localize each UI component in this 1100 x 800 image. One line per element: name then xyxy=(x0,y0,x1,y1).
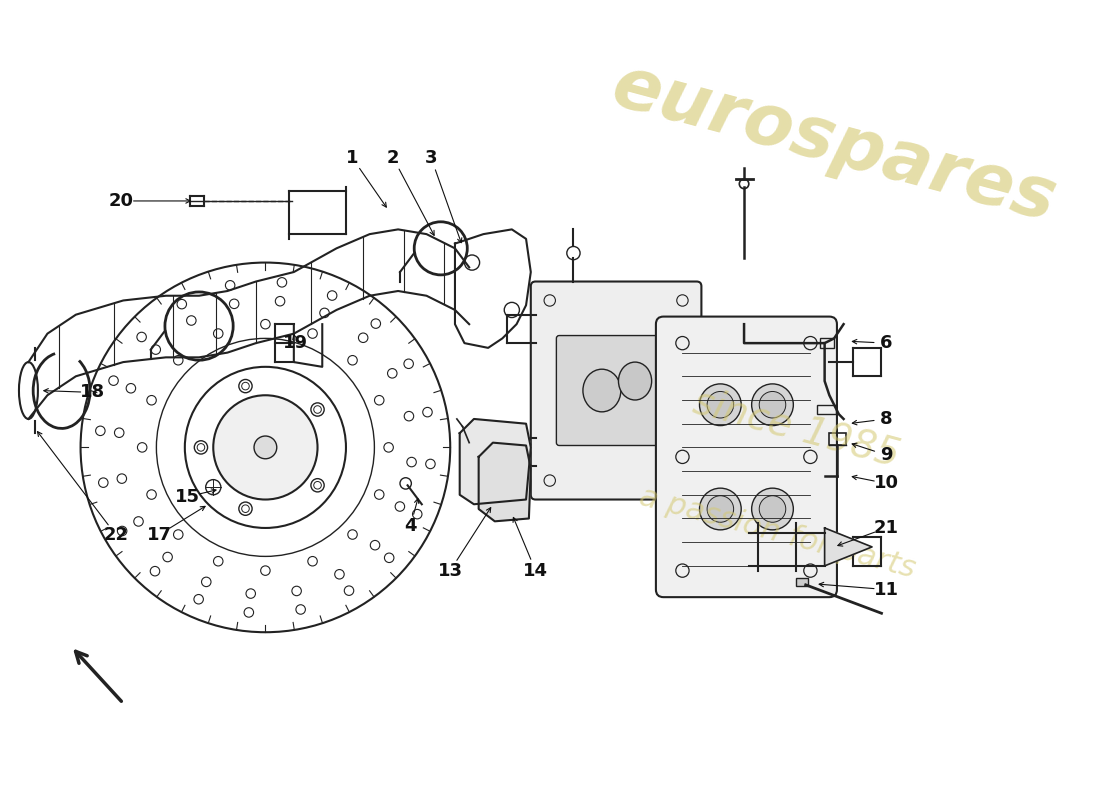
Circle shape xyxy=(213,395,318,499)
Text: 6: 6 xyxy=(880,334,892,352)
Text: 2: 2 xyxy=(387,150,399,167)
Circle shape xyxy=(707,391,734,418)
Text: a passion for parts: a passion for parts xyxy=(636,482,918,583)
FancyBboxPatch shape xyxy=(796,578,807,586)
Text: 15: 15 xyxy=(175,488,200,506)
Ellipse shape xyxy=(618,362,651,400)
Ellipse shape xyxy=(583,369,620,412)
FancyBboxPatch shape xyxy=(656,317,837,597)
Text: 11: 11 xyxy=(873,581,899,598)
Text: 21: 21 xyxy=(873,519,899,537)
Polygon shape xyxy=(460,419,531,504)
Circle shape xyxy=(700,488,741,530)
Text: 9: 9 xyxy=(880,446,892,464)
Circle shape xyxy=(707,496,734,522)
Text: 4: 4 xyxy=(404,517,417,535)
Polygon shape xyxy=(478,442,531,522)
Text: 8: 8 xyxy=(880,410,892,428)
Text: eurospares: eurospares xyxy=(605,52,1064,237)
Circle shape xyxy=(759,391,785,418)
Circle shape xyxy=(751,488,793,530)
Text: 14: 14 xyxy=(522,562,548,580)
Circle shape xyxy=(751,384,793,426)
Text: 17: 17 xyxy=(146,526,172,543)
Circle shape xyxy=(700,384,741,426)
Circle shape xyxy=(254,436,277,458)
FancyBboxPatch shape xyxy=(531,282,702,499)
Text: since 1985: since 1985 xyxy=(689,382,903,474)
FancyBboxPatch shape xyxy=(557,335,675,446)
Text: 10: 10 xyxy=(873,474,899,493)
Text: 3: 3 xyxy=(425,150,438,167)
Text: 22: 22 xyxy=(103,526,128,543)
Text: 19: 19 xyxy=(283,334,308,352)
Text: 13: 13 xyxy=(438,562,463,580)
Circle shape xyxy=(759,496,785,522)
Text: 18: 18 xyxy=(80,383,106,402)
Polygon shape xyxy=(825,528,872,566)
Text: 20: 20 xyxy=(109,192,134,210)
Text: 1: 1 xyxy=(346,150,359,167)
